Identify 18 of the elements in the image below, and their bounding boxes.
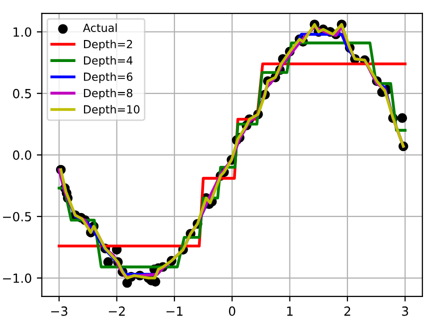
y-tick-label: −0.5	[3, 212, 31, 222]
x-tick-label: 3	[402, 306, 408, 316]
x-tick-label: 1	[287, 306, 293, 316]
legend-label: Depth=8	[84, 88, 132, 100]
legend-label: Depth=6	[84, 72, 132, 84]
legend-label: Depth=10	[84, 104, 140, 116]
legend-label: Depth=2	[84, 40, 132, 50]
y-tick-label: 1.0	[14, 27, 32, 37]
x-tick-label: −1	[166, 306, 182, 316]
y-tick-label: −1.0	[3, 273, 32, 283]
legend-label: Depth=4	[84, 56, 133, 67]
x-tick-label: 2	[344, 306, 350, 316]
y-tick-label: 0.5	[13, 88, 31, 98]
legend-label: Actual	[83, 23, 117, 32]
x-tick-label: −3	[51, 306, 68, 316]
x-tick-label: 0	[228, 306, 236, 316]
y-tick-label: 0.0	[13, 150, 32, 160]
x-tick-label: −2	[108, 306, 125, 316]
